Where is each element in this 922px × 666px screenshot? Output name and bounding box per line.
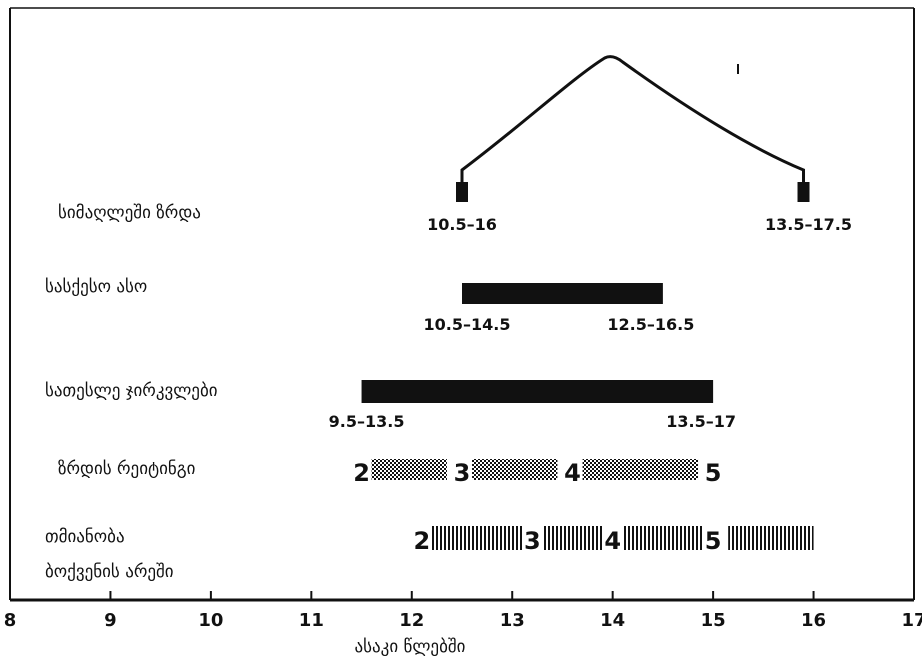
stage-segment	[372, 459, 447, 480]
stage-number: 2	[353, 459, 370, 487]
start-range-label: 10.5–14.5	[424, 315, 511, 334]
x-tick-label: 8	[4, 610, 17, 631]
stage-number: 5	[705, 527, 722, 555]
x-tick-label: 17	[901, 610, 922, 631]
stage-number: 3	[454, 459, 471, 487]
row-label: თმიანობა	[45, 527, 125, 547]
growth-start-marker	[456, 182, 468, 202]
x-tick-label: 15	[701, 610, 726, 631]
x-tick-label: 14	[600, 610, 625, 631]
row-label: სასქესო ასო	[45, 277, 147, 297]
x-tick-label: 11	[299, 610, 324, 631]
growth-end-marker	[798, 182, 810, 202]
stage-segment	[728, 526, 813, 550]
x-tick-label: 9	[104, 610, 117, 631]
chart-rows: სიმაღლეში ზრდა 10.5–16 13.5–17.5 სასქესო ას…	[45, 57, 852, 582]
stage-segment	[623, 526, 703, 550]
x-tick-label: 12	[399, 610, 424, 631]
x-tick-label: 10	[198, 610, 223, 631]
duration-bar	[462, 283, 663, 304]
stage-segment	[542, 526, 602, 550]
stage-number: 5	[705, 459, 722, 487]
stage-segment	[432, 526, 522, 550]
end-range-label: 13.5–17	[666, 412, 736, 431]
start-range-label: 9.5–13.5	[329, 412, 405, 431]
growth-peak-curve	[462, 57, 804, 182]
stage-number: 2	[413, 527, 430, 555]
x-axis-ticks: 8 9 10 11 12 13 14 15 16 17	[4, 591, 922, 631]
stage-number: 3	[524, 527, 541, 555]
stage-segment	[583, 459, 699, 480]
duration-bar	[362, 380, 714, 403]
x-tick-label: 13	[500, 610, 525, 631]
stage-number: 4	[564, 459, 581, 487]
row-label: სიმაღლეში ზრდა	[58, 203, 201, 223]
end-range-label: 13.5–17.5	[765, 215, 852, 234]
row-label-line2: ბოქვენის არეში	[45, 562, 174, 582]
start-range-label: 10.5–16	[427, 215, 497, 234]
stage-segment	[472, 459, 557, 480]
stage-number: 4	[604, 527, 621, 555]
row-label: ზრდის რეიტინგი	[58, 459, 195, 479]
x-tick-label: 16	[801, 610, 826, 631]
x-axis-title: ასაკი წლებში	[355, 637, 466, 657]
end-range-label: 12.5–16.5	[607, 315, 694, 334]
row-label: სათესლე ჯირკვლები	[45, 381, 218, 401]
